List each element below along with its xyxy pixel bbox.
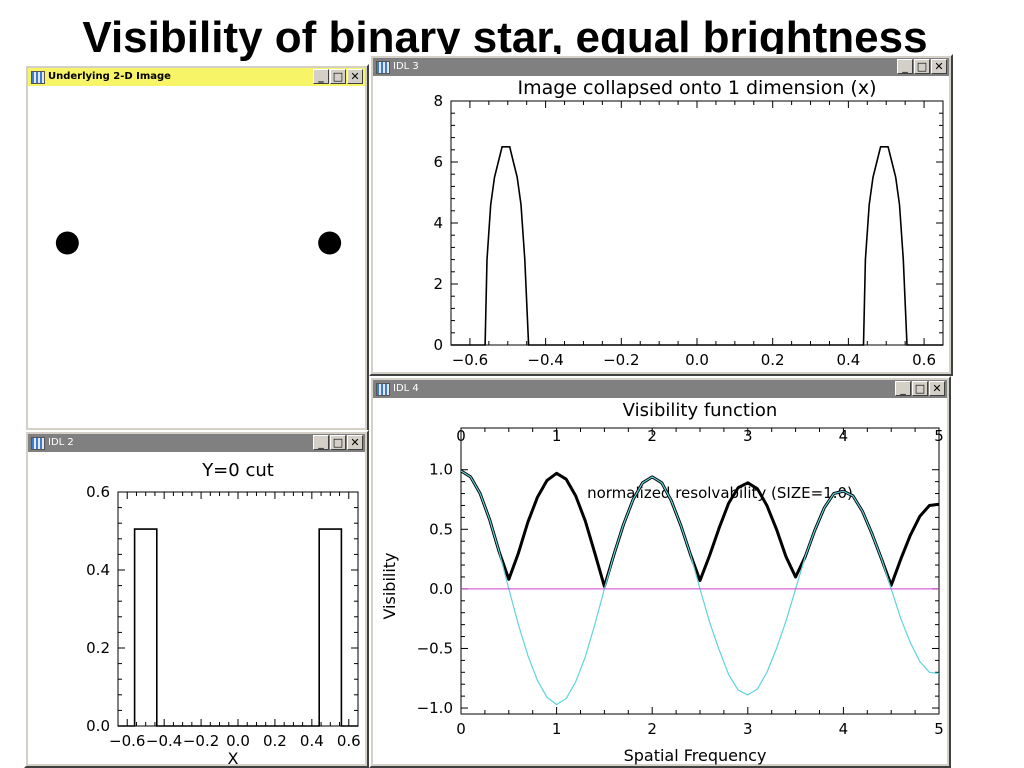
visibility-x-tick-label: 2 bbox=[647, 720, 657, 738]
collapsed-window[interactable]: IDL 3 _ □ ✕ −0.6 −0.4 −0.2 0.0 0.2 0.4 0.6 0 2 4 6… bbox=[369, 54, 953, 376]
visibility-top-tick-label: 0 bbox=[456, 427, 466, 445]
visibility-x-tick-label: 5 bbox=[934, 720, 944, 738]
collapsed-x-tick-label: 0.0 bbox=[685, 351, 709, 369]
minimize-button[interactable]: _ bbox=[313, 435, 329, 450]
cut-x-tick-label: 0.6 bbox=[337, 732, 361, 750]
idl-app-icon bbox=[376, 61, 390, 74]
cut-y-tick-label: 0.2 bbox=[86, 639, 110, 657]
collapsed-profile-line bbox=[451, 146, 943, 346]
idl-app-icon bbox=[31, 71, 45, 84]
visibility-x-tick-label: 1 bbox=[552, 720, 562, 738]
visibility-y-tick-label: 0.5 bbox=[429, 520, 453, 538]
cut-y-tick-label: 0.4 bbox=[86, 561, 110, 579]
idl-app-icon bbox=[31, 437, 45, 450]
collapsed-y-tick-label: 0 bbox=[433, 336, 443, 354]
close-button[interactable]: ✕ bbox=[347, 69, 363, 84]
idl-app-icon bbox=[376, 383, 390, 396]
collapsed-x-tick-label: 0.6 bbox=[912, 351, 936, 369]
collapsed-y-tick-label: 6 bbox=[433, 153, 443, 171]
maximize-button[interactable]: □ bbox=[330, 435, 346, 450]
collapsed-x-tick-label: 0.4 bbox=[836, 351, 860, 369]
visibility-x-tick-label: 4 bbox=[839, 720, 849, 738]
cut-x-tick-label: 0.2 bbox=[263, 732, 287, 750]
collapsed-y-tick-label: 4 bbox=[433, 214, 443, 232]
image-plot-area bbox=[28, 86, 365, 428]
visibility-x-tick-label: 3 bbox=[743, 720, 753, 738]
visibility-window-title: IDL 4 bbox=[393, 383, 419, 394]
image-chart bbox=[55, 231, 342, 255]
collapsed-x-tick-label: −0.2 bbox=[603, 351, 639, 369]
cut-chart: −0.6 −0.4 −0.2 0.0 0.2 0.4 0.6 0.0 0.2 0.4 0.6 Y=0 … bbox=[86, 460, 361, 768]
close-button[interactable]: ✕ bbox=[929, 381, 945, 396]
image-window-titlebar[interactable]: Underlying 2-D Image _ □ ✕ bbox=[28, 68, 365, 86]
visibility-x-tick-label: 0 bbox=[456, 720, 466, 738]
collapsed-title: Image collapsed onto 1 dimension (x) bbox=[517, 77, 876, 99]
slide-title: Visibility of binary star, equal brightn… bbox=[82, 13, 928, 62]
visibility-top-tick-label: 4 bbox=[839, 427, 849, 445]
visibility-y-tick-label: 0.0 bbox=[429, 580, 453, 598]
visibility-top-axis-label: normalized resolvability (SIZE=1.0) bbox=[587, 484, 853, 502]
close-button[interactable]: ✕ bbox=[347, 435, 363, 450]
cut-x-axis-label: X bbox=[228, 749, 239, 768]
visibility-axes-frame bbox=[460, 427, 940, 715]
visibility-title: Visibility function bbox=[623, 400, 778, 421]
visibility-chart: 0 1 2 3 4 5 −1.0 −0.5 0.0 0.5 1.0 Visibility functi… bbox=[380, 400, 944, 765]
cut-x-tick-label: −0.6 bbox=[109, 732, 145, 750]
cut-title: Y=0 cut bbox=[201, 460, 274, 481]
maximize-button[interactable]: □ bbox=[330, 69, 346, 84]
minimize-button[interactable]: _ bbox=[313, 69, 329, 84]
visibility-plot-area: 0 1 2 3 4 5 −1.0 −0.5 0.0 0.5 1.0 Visibility functi… bbox=[373, 398, 947, 765]
cut-plot-area: −0.6 −0.4 −0.2 0.0 0.2 0.4 0.6 0.0 0.2 0.4 0.6 Y=0 … bbox=[28, 452, 365, 766]
collapsed-y-tick-label: 8 bbox=[433, 92, 443, 110]
visibility-top-tick-label: 3 bbox=[743, 427, 753, 445]
maximize-button[interactable]: □ bbox=[914, 59, 930, 74]
image-window[interactable]: Underlying 2-D Image _ □ ✕ bbox=[24, 64, 369, 432]
visibility-window-titlebar[interactable]: IDL 4 _ □ ✕ bbox=[373, 380, 947, 398]
collapsed-chart: −0.6 −0.4 −0.2 0.0 0.2 0.4 0.6 0 2 4 6 8 Image colla… bbox=[433, 77, 944, 369]
cut-x-tick-label: 0.4 bbox=[300, 732, 324, 750]
cut-profile-line bbox=[118, 528, 358, 727]
cut-window[interactable]: IDL 2 _ □ ✕ −0.6 −0.4 −0.2 0.0 0.2 0.4 0.6 0.0 0… bbox=[24, 430, 369, 768]
cut-axes-frame bbox=[117, 491, 359, 727]
image-window-title: Underlying 2-D Image bbox=[48, 71, 171, 82]
cut-window-title: IDL 2 bbox=[48, 437, 74, 448]
visibility-window[interactable]: IDL 4 _ □ ✕ 0 1 2 3 4 5 −1.0 −0.5 0.0 0.5 1.0 Visib… bbox=[369, 376, 951, 768]
cut-y-tick-label: 0.6 bbox=[86, 483, 110, 501]
star-dot bbox=[55, 231, 79, 255]
visibility-y-axis-label: Visibility bbox=[380, 552, 399, 619]
minimize-button[interactable]: _ bbox=[895, 381, 911, 396]
cut-y-tick-label: 0.0 bbox=[86, 717, 110, 735]
visibility-top-tick-label: 5 bbox=[934, 427, 944, 445]
collapsed-y-tick-label: 2 bbox=[433, 275, 443, 293]
cut-window-titlebar[interactable]: IDL 2 _ □ ✕ bbox=[28, 434, 365, 452]
visibility-top-tick-label: 2 bbox=[647, 427, 657, 445]
collapsed-window-title: IDL 3 bbox=[393, 61, 419, 72]
visibility-y-tick-label: 1.0 bbox=[429, 461, 453, 479]
visibility-top-tick-label: 1 bbox=[552, 427, 562, 445]
close-button[interactable]: ✕ bbox=[931, 59, 947, 74]
minimize-button[interactable]: _ bbox=[897, 59, 913, 74]
visibility-x-axis-label: Spatial Frequency bbox=[624, 746, 767, 765]
visibility-y-tick-label: −1.0 bbox=[417, 699, 453, 717]
maximize-button[interactable]: □ bbox=[912, 381, 928, 396]
visibility-y-tick-label: −0.5 bbox=[417, 639, 453, 657]
cut-x-tick-label: 0.0 bbox=[226, 732, 250, 750]
collapsed-x-tick-label: −0.6 bbox=[452, 351, 488, 369]
collapsed-axes-frame bbox=[450, 100, 944, 346]
cut-x-tick-label: −0.4 bbox=[146, 732, 182, 750]
collapsed-x-tick-label: −0.4 bbox=[527, 351, 563, 369]
star-dot bbox=[318, 231, 342, 255]
collapsed-plot-area: −0.6 −0.4 −0.2 0.0 0.2 0.4 0.6 0 2 4 6 8 Image colla… bbox=[373, 76, 949, 372]
collapsed-x-tick-label: 0.2 bbox=[761, 351, 785, 369]
collapsed-window-titlebar[interactable]: IDL 3 _ □ ✕ bbox=[373, 58, 949, 76]
cut-x-tick-label: −0.2 bbox=[183, 732, 219, 750]
